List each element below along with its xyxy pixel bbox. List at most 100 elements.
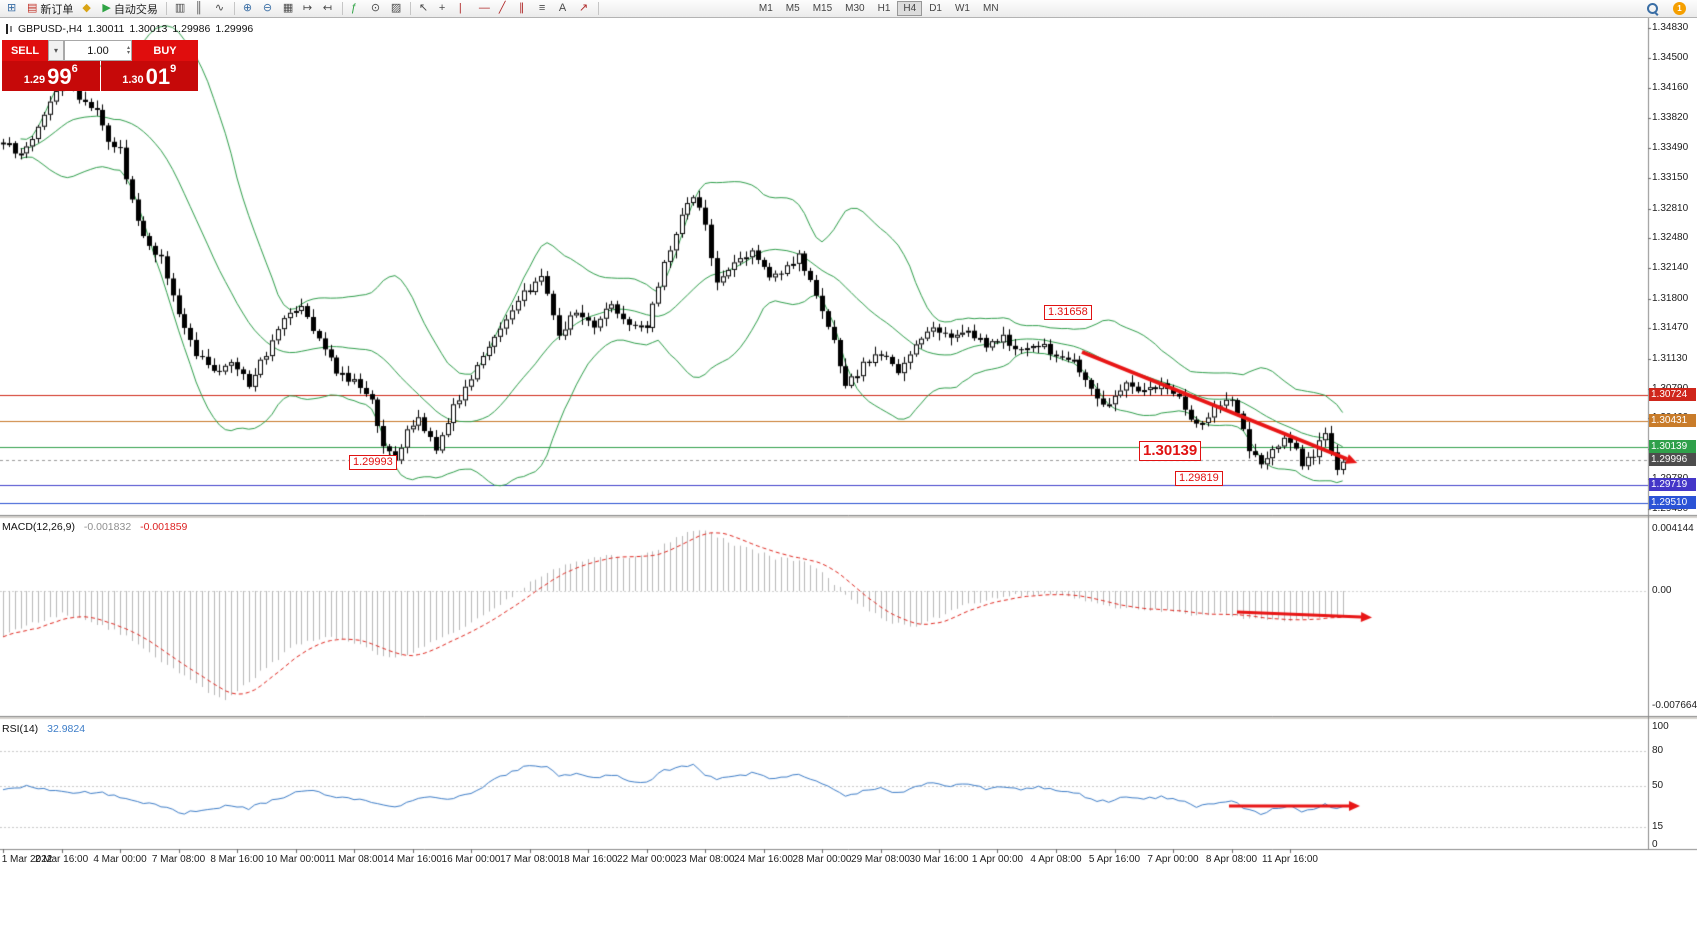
cursor-button[interactable]: ↖ bbox=[415, 1, 434, 17]
time-axis-label: 28 Mar 00:00 bbox=[792, 854, 852, 865]
price-axis-label: 1.34830 bbox=[1652, 22, 1689, 34]
candlestick-button[interactable]: ║ bbox=[191, 1, 210, 17]
buy-button[interactable]: BUY bbox=[132, 40, 198, 61]
sell-button[interactable]: SELL bbox=[2, 40, 48, 61]
price-axis-label: 1.32810 bbox=[1652, 202, 1689, 214]
new-chart-button[interactable]: ⊞ bbox=[3, 1, 22, 17]
horizontal-line-icon: — bbox=[478, 2, 490, 14]
timeframe-m15-button[interactable]: M15 bbox=[812, 3, 833, 14]
arrow-tools-button[interactable]: ↗ bbox=[575, 1, 594, 17]
buy-price-display[interactable]: 1.30 01 9 bbox=[100, 61, 198, 91]
time-axis-label: 11 Apr 16:00 bbox=[1262, 854, 1318, 865]
periods-icon: ⊙ bbox=[370, 2, 381, 14]
time-axis-label: 1 Mar 2022 bbox=[1, 854, 53, 865]
rsi-axis-label: 15 bbox=[1652, 821, 1664, 833]
timeframe-mn-button[interactable]: MN bbox=[982, 3, 999, 14]
time-axis-label: 2 Mar 16:00 bbox=[34, 854, 89, 865]
rsi-axis-label: 80 bbox=[1652, 744, 1664, 756]
price-axis-label: 1.33820 bbox=[1652, 112, 1689, 124]
price-axis-label: 1.32480 bbox=[1652, 232, 1689, 244]
price-callout[interactable]: 1.29819 bbox=[1175, 471, 1223, 486]
bar-chart-button[interactable]: ▥ bbox=[171, 1, 190, 17]
tile-windows-button[interactable]: ▦ bbox=[279, 1, 298, 17]
stepper-down-icon[interactable]: ▾ bbox=[126, 49, 130, 56]
metaeditor-button[interactable]: ◆ bbox=[78, 1, 97, 17]
horizontal-line-button[interactable]: — bbox=[475, 1, 494, 17]
templates-button[interactable]: ▨ bbox=[387, 1, 406, 17]
toolbar-separator bbox=[341, 2, 343, 15]
timeframe-m1-button[interactable]: M1 bbox=[758, 3, 773, 14]
chart-shift-icon: ↤ bbox=[322, 2, 333, 14]
text-button[interactable]: A bbox=[555, 1, 574, 17]
line-chart-button[interactable]: ∿ bbox=[211, 1, 230, 17]
price-callout[interactable]: 1.29993 bbox=[349, 455, 397, 470]
channel-icon: ∥ bbox=[518, 2, 525, 14]
periods-button[interactable]: ⊙ bbox=[367, 1, 386, 17]
price-axis-badge: 1.30431 bbox=[1649, 414, 1696, 428]
sell-price-big: 99 bbox=[47, 64, 72, 89]
stepper-up-icon[interactable]: ▴ bbox=[126, 44, 130, 51]
time-axis-label: 7 Mar 08:00 bbox=[151, 854, 206, 865]
price-axis-label: 1.33150 bbox=[1652, 172, 1689, 184]
channel-button[interactable]: ∥ bbox=[515, 1, 534, 17]
toolbar-separator bbox=[597, 2, 599, 15]
new-order-button[interactable]: ▤ 新订单 bbox=[23, 1, 77, 17]
fibonacci-button[interactable]: ≡ bbox=[535, 1, 554, 17]
rsi-axis-label: 50 bbox=[1652, 780, 1664, 791]
rsi-axis-label: 0 bbox=[1652, 839, 1658, 850]
time-axis-label: 29 Mar 08:00 bbox=[851, 854, 910, 865]
alerts-button[interactable]: 1 bbox=[1669, 1, 1690, 17]
alert-icon: 1 bbox=[1673, 2, 1686, 15]
price-axis-badge: 1.29510 bbox=[1649, 496, 1696, 510]
volume-stepper[interactable]: ▴ ▾ bbox=[127, 41, 130, 60]
toolbar-right-group: 1 bbox=[1643, 1, 1690, 17]
auto-scroll-icon: ↦ bbox=[302, 2, 313, 14]
cursor-icon: ↖ bbox=[418, 2, 429, 14]
time-axis-label: 18 Mar 16:00 bbox=[558, 854, 618, 865]
chart-shift-button[interactable]: ↤ bbox=[319, 1, 338, 17]
timeframe-w1-button[interactable]: W1 bbox=[954, 3, 970, 14]
macd-axis-label: 0.00 bbox=[1652, 585, 1672, 596]
fibonacci-icon: ≡ bbox=[538, 2, 546, 14]
time-axis-label: 4 Mar 00:00 bbox=[93, 854, 147, 865]
auto-scroll-button[interactable]: ↦ bbox=[299, 1, 318, 17]
price-chart-panel[interactable] bbox=[0, 17, 1648, 515]
timeframe-m30-button[interactable]: M30 bbox=[845, 3, 865, 14]
trendline-button[interactable]: ╱ bbox=[495, 1, 514, 17]
zoom-out-button[interactable]: ⊖ bbox=[259, 1, 278, 17]
zoom-in-button[interactable]: ⊕ bbox=[239, 1, 258, 17]
vertical-line-button[interactable]: | bbox=[455, 1, 474, 17]
vertical-line-icon: | bbox=[458, 2, 462, 14]
autotrading-icon: ▶ bbox=[102, 2, 111, 14]
timeframe-m5-button[interactable]: M5 bbox=[785, 3, 800, 14]
high-value: 1.30013 bbox=[129, 23, 168, 35]
rsi-axis-label: 100 bbox=[1652, 721, 1669, 732]
time-axis-label: 8 Mar 16:00 bbox=[210, 854, 264, 865]
search-button[interactable] bbox=[1643, 1, 1663, 17]
timeframe-h1-button[interactable]: H1 bbox=[877, 3, 891, 14]
price-axis-badge: 1.29719 bbox=[1649, 477, 1696, 491]
symbol-period-label: GBPUSD-,H4 bbox=[18, 23, 83, 35]
buy-price-small: 1.30 bbox=[122, 74, 144, 86]
buy-price-big: 01 bbox=[145, 64, 171, 89]
price-callout[interactable]: 1.30139 bbox=[1139, 441, 1202, 461]
timeframe-d1-button[interactable]: D1 bbox=[929, 3, 942, 14]
rsi-panel[interactable] bbox=[0, 719, 1648, 849]
indicators-icon: ƒ bbox=[350, 2, 357, 14]
price-axis-label: 1.32140 bbox=[1652, 262, 1689, 274]
indicators-button[interactable]: ƒ bbox=[347, 1, 366, 17]
price-callout[interactable]: 1.31658 bbox=[1044, 305, 1092, 320]
time-axis-label: 23 Mar 08:00 bbox=[675, 854, 735, 865]
time-axis-label: 22 Mar 00:00 bbox=[617, 854, 676, 865]
sell-price-display[interactable]: 1.29 99 6 bbox=[2, 61, 100, 91]
volume-dropdown[interactable]: ▾ bbox=[48, 40, 64, 61]
macd-panel[interactable] bbox=[0, 518, 1648, 716]
price-axis-badge: 1.29996 bbox=[1649, 452, 1696, 466]
autotrading-button[interactable]: ▶ 自动交易 bbox=[98, 1, 161, 17]
volume-input[interactable]: 1.00 ▴ ▾ bbox=[64, 40, 132, 61]
timeframe-h4-button[interactable]: H4 bbox=[897, 1, 923, 16]
time-axis-label: 30 Mar 16:00 bbox=[909, 854, 969, 865]
line-chart-icon: ∿ bbox=[214, 2, 225, 14]
crosshair-button[interactable]: + bbox=[435, 1, 454, 17]
